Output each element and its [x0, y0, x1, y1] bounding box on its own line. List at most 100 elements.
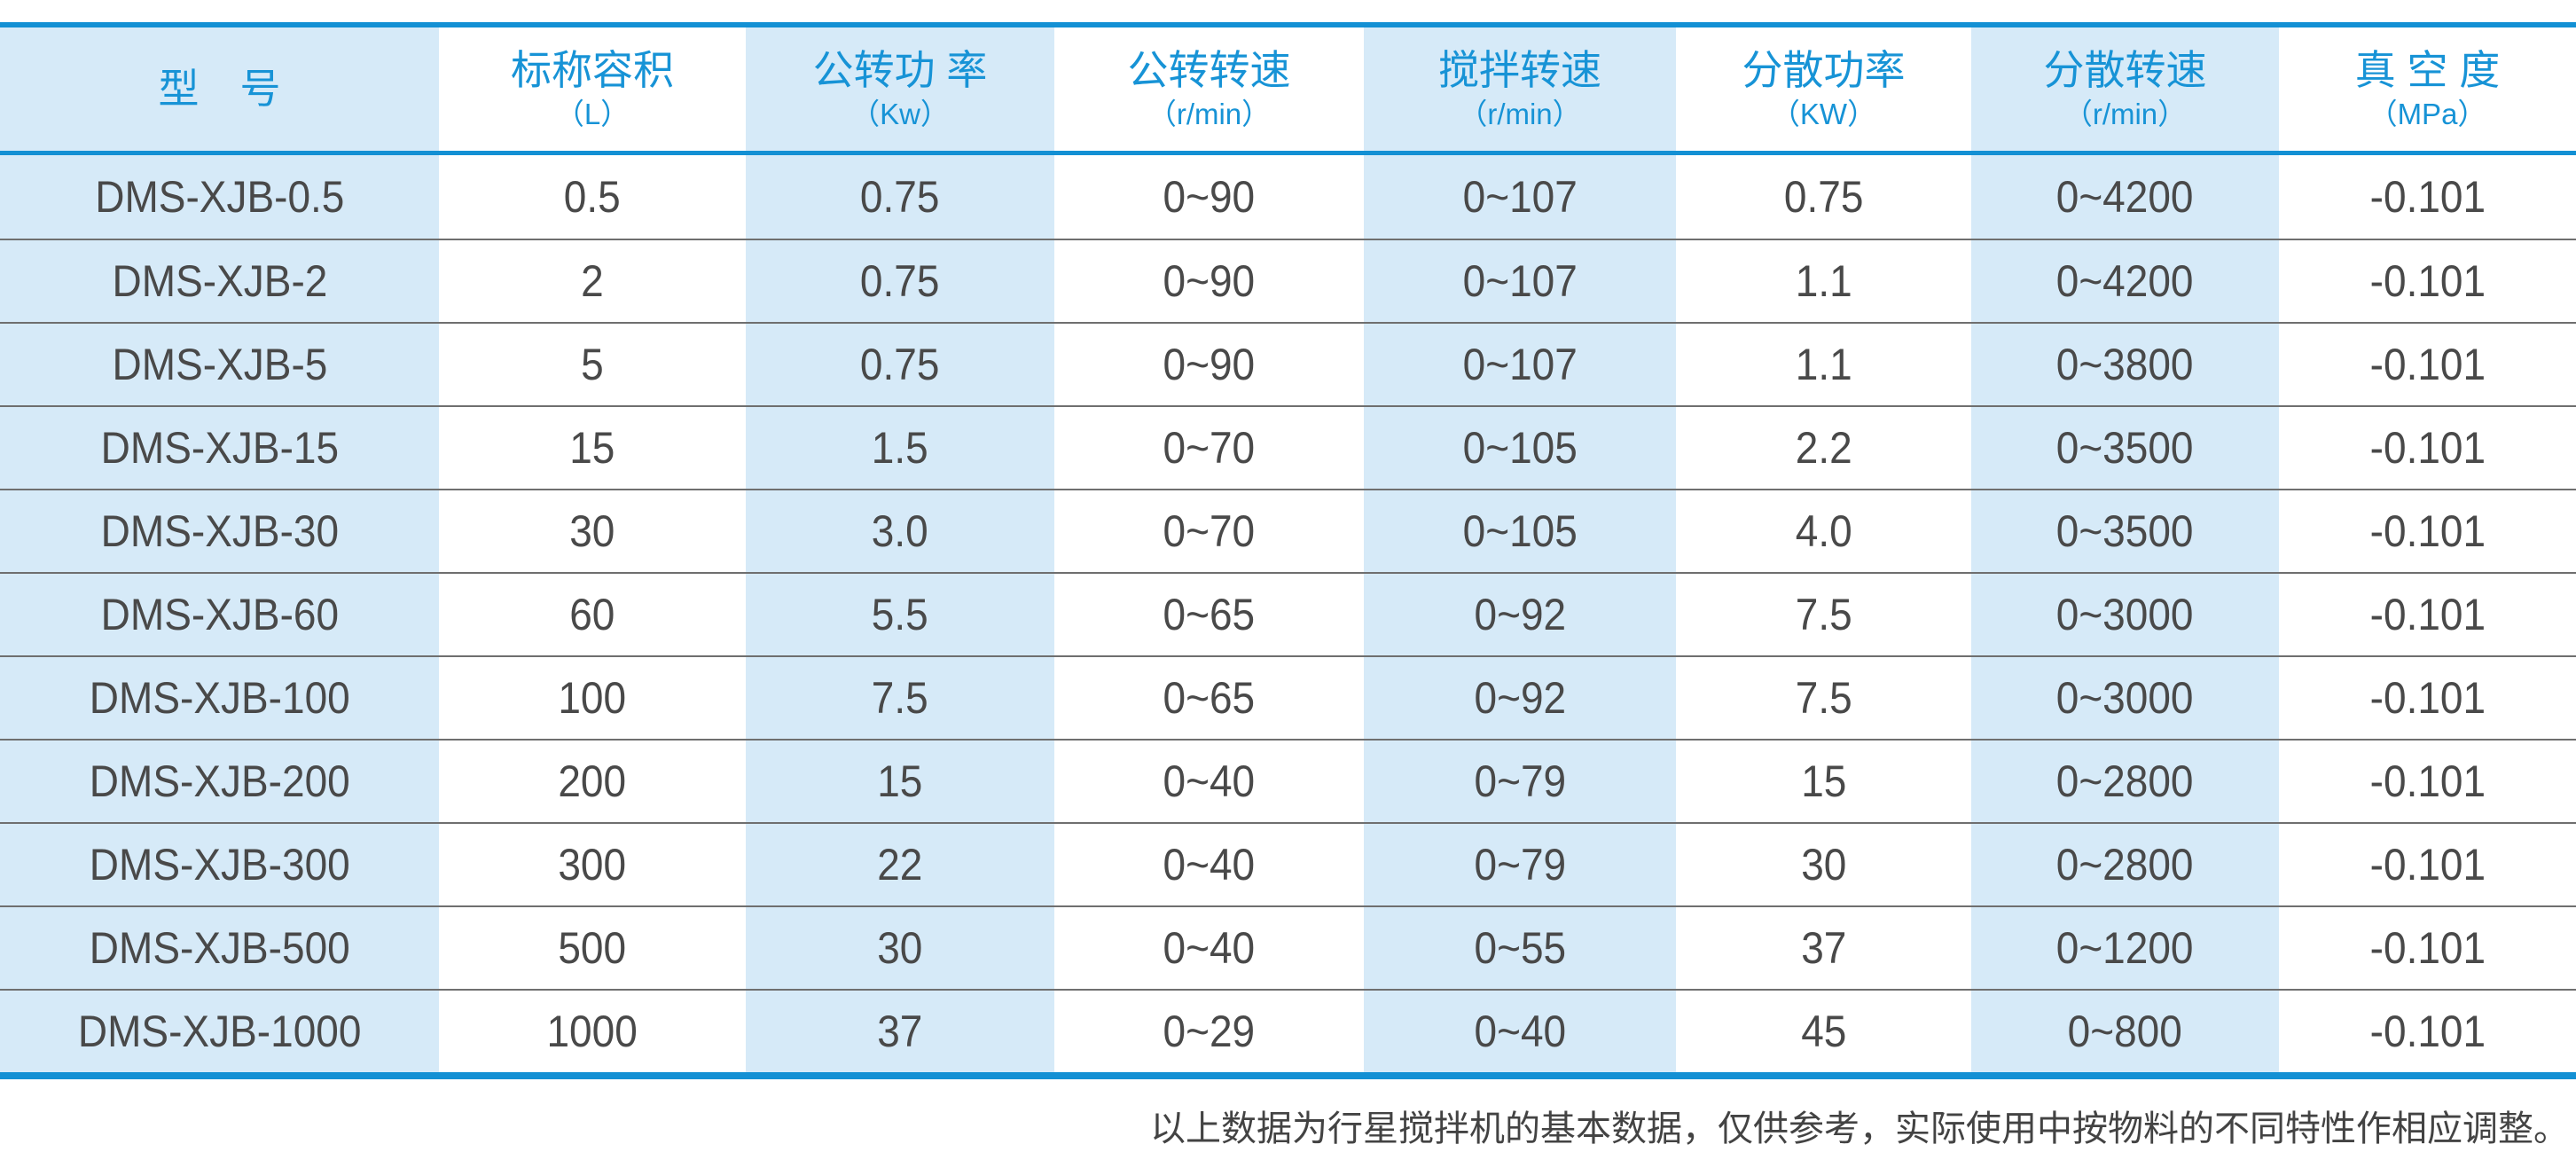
cell-text: 0~65 [1163, 590, 1256, 639]
table-top-border [0, 22, 2576, 27]
value-cell: 0~70 [1054, 490, 1364, 572]
cell-text: 4.0 [1795, 506, 1852, 556]
value-cell: 5 [439, 324, 746, 405]
value-cell: -0.101 [2279, 407, 2576, 489]
value-cell: 37 [746, 991, 1054, 1072]
column-header-3: 公转转速 （r/min） [1054, 27, 1364, 151]
model-cell: DMS-XJB-100 [0, 657, 439, 739]
value-cell: 2.2 [1676, 407, 1971, 489]
value-cell: 1.1 [1676, 240, 1971, 322]
cell-text: 0~3500 [2056, 423, 2194, 473]
value-cell: -0.101 [2279, 741, 2576, 822]
value-cell: 300 [439, 824, 746, 905]
column-title: 型 号 [158, 66, 281, 113]
column-unit: （Kw） [850, 98, 950, 131]
value-cell: -0.101 [2279, 240, 2576, 322]
cell-text: DMS-XJB-500 [89, 923, 350, 973]
cell-text: 1.1 [1795, 256, 1852, 306]
column-header-1: 标称容积 （L） [439, 27, 746, 151]
footnote: 以上数据为行星搅拌机的基本数据，仅供参考，实际使用中按物料的不同特性作相应调整。 [1150, 1109, 2569, 1149]
value-cell: 30 [1676, 824, 1971, 905]
value-cell: 0~90 [1054, 324, 1364, 405]
value-cell: 0~29 [1054, 991, 1364, 1072]
cell-text: 15 [1800, 756, 1847, 806]
column-title: 标称容积 [511, 46, 674, 93]
column-unit: （L） [554, 98, 630, 131]
cell-text: 30 [1800, 840, 1847, 889]
model-cell: DMS-XJB-5 [0, 324, 439, 405]
table-row: DMS-XJB-300 300 22 0~40 0~79 30 0~2800 -0.101 [0, 822, 2576, 905]
model-cell: DMS-XJB-1000 [0, 991, 439, 1072]
value-cell: 45 [1676, 991, 1971, 1072]
model-cell: DMS-XJB-500 [0, 907, 439, 989]
table-row: DMS-XJB-1000 1000 37 0~29 0~40 45 0~800 -0.101 [0, 989, 2576, 1072]
value-cell: 0~107 [1364, 240, 1676, 322]
value-cell: 7.5 [1676, 574, 1971, 655]
cell-text: 2.2 [1795, 423, 1852, 473]
cell-text: DMS-XJB-5 [112, 340, 327, 389]
cell-text: 0.75 [860, 256, 940, 306]
cell-text: 22 [877, 840, 923, 889]
column-header-6: 分散转速 （r/min） [1971, 27, 2279, 151]
column-unit: （r/min） [2063, 98, 2188, 131]
cell-text: -0.101 [2369, 923, 2486, 973]
column-title: 公转转速 [1127, 46, 1291, 93]
table-row: DMS-XJB-2 2 0.75 0~90 0~107 1.1 0~4200 -0.101 [0, 239, 2576, 322]
value-cell: 0~40 [1054, 741, 1364, 822]
cell-text: -0.101 [2369, 756, 2486, 806]
value-cell: 0~92 [1364, 574, 1676, 655]
cell-text: 5 [581, 340, 604, 389]
value-cell: 0~40 [1054, 824, 1364, 905]
value-cell: 0~1200 [1971, 907, 2279, 989]
value-cell: 0~40 [1364, 991, 1676, 1072]
cell-text: -0.101 [2369, 340, 2486, 389]
value-cell: 4.0 [1676, 490, 1971, 572]
cell-text: DMS-XJB-15 [100, 423, 339, 473]
cell-text: DMS-XJB-2 [112, 256, 327, 306]
cell-text: 0.75 [860, 340, 940, 389]
column-header-0: 型 号 [0, 27, 439, 151]
value-cell: 0~2800 [1971, 741, 2279, 822]
table-row: DMS-XJB-15 15 1.5 0~70 0~105 2.2 0~3500 -0.101 [0, 405, 2576, 489]
value-cell: 60 [439, 574, 746, 655]
cell-text: 0~40 [1163, 923, 1256, 973]
cell-text: 7.5 [1795, 673, 1852, 723]
value-cell: 0~3000 [1971, 574, 2279, 655]
value-cell: 37 [1676, 907, 1971, 989]
table-header-row: 型 号 标称容积 （L） 公转功 率 （Kw） 公转转速 （r/min） 搅拌转速 （r/min… [0, 27, 2576, 151]
cell-text: 37 [1800, 923, 1847, 973]
cell-text: 1.5 [872, 423, 928, 473]
column-unit: （KW） [1770, 98, 1877, 131]
cell-text: 100 [558, 673, 627, 723]
value-cell: 0~65 [1054, 574, 1364, 655]
cell-text: 0~92 [1474, 590, 1566, 639]
model-cell: DMS-XJB-300 [0, 824, 439, 905]
cell-text: 0.5 [564, 172, 621, 222]
cell-text: DMS-XJB-0.5 [94, 172, 345, 222]
cell-text: -0.101 [2369, 1007, 2486, 1056]
value-cell: 15 [439, 407, 746, 489]
column-header-2: 公转功 率 （Kw） [746, 27, 1054, 151]
value-cell: 100 [439, 657, 746, 739]
value-cell: 7.5 [746, 657, 1054, 739]
cell-text: 0~105 [1462, 423, 1578, 473]
cell-text: 0~2800 [2056, 756, 2194, 806]
cell-text: 7.5 [872, 673, 928, 723]
cell-text: 15 [569, 423, 615, 473]
value-cell: 0~105 [1364, 407, 1676, 489]
value-cell: 0.75 [746, 240, 1054, 322]
value-cell: 2 [439, 240, 746, 322]
cell-text: 0~40 [1163, 756, 1256, 806]
table-row: DMS-XJB-200 200 15 0~40 0~79 15 0~2800 -0.101 [0, 739, 2576, 822]
cell-text: 0~92 [1474, 673, 1566, 723]
column-title: 搅拌转速 [1438, 46, 1601, 93]
value-cell: 0~800 [1971, 991, 2279, 1072]
value-cell: 500 [439, 907, 746, 989]
cell-text: 37 [877, 1007, 923, 1056]
cell-text: 0~105 [1462, 506, 1578, 556]
cell-text: 2 [581, 256, 604, 306]
value-cell: -0.101 [2279, 155, 2576, 239]
cell-text: 7.5 [1795, 590, 1852, 639]
cell-text: 0~107 [1462, 172, 1578, 222]
value-cell: 15 [1676, 741, 1971, 822]
